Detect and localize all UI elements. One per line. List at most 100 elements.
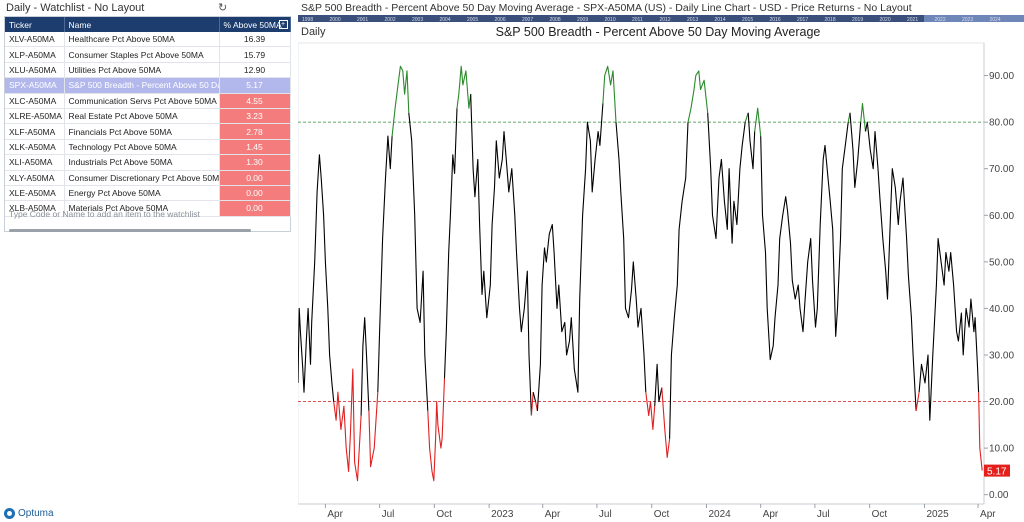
watchlist-cell-ticker: XLB-A50MA xyxy=(5,200,65,217)
watchlist-title-bar: Daily - Watchlist - No Layout ↻ xyxy=(0,0,292,16)
y-tick-label: 40.00 xyxy=(989,304,1014,315)
series-segment xyxy=(391,65,410,137)
x-tick-label: Apr xyxy=(763,509,779,520)
x-tick-label: Apr xyxy=(980,509,996,520)
watchlist-cell-value: 3.23 xyxy=(219,108,291,125)
reference-lines xyxy=(298,121,984,402)
y-tick-label: 90.00 xyxy=(989,71,1014,82)
watchlist-cell-value: 1.45 xyxy=(219,139,291,156)
watchlist-row[interactable]: XLC-A50MA Communication Servs Pct Above 5… xyxy=(5,93,291,109)
series-segment xyxy=(754,107,762,137)
watchlist-cell-name: S&P 500 Breadth - Percent Above 50 Day xyxy=(64,77,220,94)
watchlist-table: Ticker Name % Above 50MA + XLV-A50MA Heal… xyxy=(5,17,291,217)
y-tick-label: 60.00 xyxy=(989,211,1014,222)
watchlist-cell-ticker: XLV-A50MA xyxy=(5,32,65,48)
timeline-year-label: 2020 xyxy=(880,17,891,23)
horizontal-scrollbar[interactable] xyxy=(9,229,251,232)
series-segment xyxy=(864,121,917,411)
series-segment xyxy=(360,317,370,416)
timeline-window[interactable] xyxy=(924,15,1024,22)
series-segment xyxy=(849,112,862,188)
timeline-year-label: 2012 xyxy=(660,17,671,23)
series-segment xyxy=(298,154,335,402)
watchlist-row[interactable]: XLI-A50MA Industrials Pct Above 50MA 1.30 xyxy=(5,154,291,171)
y-tick-label: 0.00 xyxy=(989,490,1009,501)
watchlist-cell-name: Financials Pct Above 50MA xyxy=(64,123,220,140)
watchlist-cell-ticker: XLU-A50MA xyxy=(5,62,65,79)
series-segment xyxy=(661,387,671,458)
watchlist-cell-value: 15.79 xyxy=(219,46,291,63)
y-tick-label: 50.00 xyxy=(989,257,1014,268)
watchlist-row[interactable]: XLRE-A50MA Real Estate Pct Above 50MA 3.23 xyxy=(5,108,291,125)
x-tick-label: Oct xyxy=(654,509,670,520)
watchlist-cell-value: 0.00 xyxy=(219,200,291,217)
series-segment xyxy=(377,135,393,393)
refresh-icon[interactable]: ↻ xyxy=(218,2,228,14)
watchlist-cell-ticker: XLC-A50MA xyxy=(5,93,65,109)
watchlist-cell-value: 1.30 xyxy=(219,154,291,171)
chart-area[interactable]: 1998 2000 2001 2002 2003 2004 2005 2006 2007 2008… xyxy=(298,15,1024,522)
y-axis[interactable]: 0.00 10.00 20.00 30.00 40.00 50.00 60.00 70.00 8… xyxy=(984,71,1014,501)
column-header-value[interactable]: % Above 50MA + xyxy=(219,17,291,32)
watchlist-cell-value: 16.39 xyxy=(219,32,291,48)
x-tick-label: 2025 xyxy=(926,509,949,520)
watchlist-row[interactable]: XLP-A50MA Consumer Staples Pct Above 50MA… xyxy=(5,46,291,63)
chart-title: S&P 500 Breadth - Percent Above 50 Day M… xyxy=(496,25,821,39)
y-tick-label: 10.00 xyxy=(989,444,1014,455)
plot-frame xyxy=(298,42,985,505)
series-segment xyxy=(918,238,980,421)
add-item-hint[interactable]: Type Code or Name to add an item to the … xyxy=(9,209,200,219)
watchlist-row[interactable]: XLV-A50MA Healthcare Pct Above 50MA 16.39 xyxy=(5,32,291,48)
watchlist-cell-value: 2.78 xyxy=(219,123,291,140)
timeline-navigator[interactable]: 1998 2000 2001 2002 2003 2004 2005 2006 2007 2008… xyxy=(298,15,1024,23)
series-segment xyxy=(707,112,746,244)
watchlist-cell-name: Communication Servs Pct Above 50MA xyxy=(64,93,220,109)
watchlist-cell-value: 12.90 xyxy=(219,62,291,79)
series-segment xyxy=(427,378,446,482)
x-tick-label: Jul xyxy=(599,509,612,520)
series-segment xyxy=(860,102,867,132)
timeline-year-label: 2018 xyxy=(825,17,836,23)
watchlist-cell-name: Utilities Pct Above 50MA xyxy=(64,62,220,79)
watchlist-cell-ticker: XLI-A50MA xyxy=(5,154,65,171)
y-tick-label: 20.00 xyxy=(989,397,1014,408)
series-segment xyxy=(747,112,756,170)
watchlist-row[interactable]: XLK-A50MA Technology Pct Above 50MA 1.45 xyxy=(5,139,291,156)
watchlist-row[interactable]: XLU-A50MA Utilities Pct Above 50MA 12.90 xyxy=(5,62,291,79)
watchlist-cell-name: Consumer Discretionary Pct Above 50MA xyxy=(64,170,220,186)
timeline-year-label: 2013 xyxy=(687,17,698,23)
watchlist-cell-ticker: XLY-A50MA xyxy=(5,170,65,186)
timeline-year-label: 2000 xyxy=(330,17,341,23)
series-segment xyxy=(368,392,379,468)
column-header-name[interactable]: Name xyxy=(64,17,220,32)
timeline-year-label: 2005 xyxy=(467,17,478,23)
timeline-year-label: 2016 xyxy=(770,17,781,23)
timeline-year-label: 2017 xyxy=(797,17,808,23)
watchlist-row[interactable]: XLB-A50MA Materials Pct Above 50MA 0.00 xyxy=(5,200,291,217)
timeline-year-label: 2024 xyxy=(990,17,1001,23)
column-header-ticker[interactable]: Ticker xyxy=(5,17,65,32)
y-tick-label: 70.00 xyxy=(989,164,1014,175)
periodicity-label: Daily xyxy=(301,26,326,38)
series-line xyxy=(298,65,983,482)
column-options-icon[interactable]: + xyxy=(278,20,288,29)
timeline-year-label: 2001 xyxy=(357,17,368,23)
series-segment xyxy=(443,108,458,379)
watchlist-cell-value: 0.00 xyxy=(219,170,291,186)
last-value-label: 5.17 xyxy=(987,467,1007,478)
watchlist-cell-name: Technology Pct Above 50MA xyxy=(64,139,220,156)
watchlist-title: Daily - Watchlist - No Layout xyxy=(6,2,145,14)
series-segment xyxy=(536,103,604,411)
watchlist-row[interactable]: XLY-A50MA Consumer Discretionary Pct Abov… xyxy=(5,170,291,186)
timeline-year-label: 2014 xyxy=(715,17,726,23)
watchlist-cell-value: 5.17 xyxy=(219,77,291,94)
x-axis[interactable]: Apr Jul Oct 2023 Apr Jul Oct 2024 Apr Jul Oct 2025 A… xyxy=(324,504,996,520)
series-segment xyxy=(408,112,429,411)
optuma-logo-text: Optuma xyxy=(18,507,54,519)
x-tick-label: 2023 xyxy=(491,509,514,520)
watchlist-row[interactable]: XLF-A50MA Financials Pct Above 50MA 2.78 xyxy=(5,123,291,140)
watchlist-cell-ticker: XLRE-A50MA xyxy=(5,108,65,125)
watchlist-cell-name: Industrials Pct Above 50MA xyxy=(64,154,220,171)
watchlist-row[interactable]: XLE-A50MA Energy Pct Above 50MA 0.00 xyxy=(5,185,291,202)
watchlist-row[interactable]: SPX-A50MA S&P 500 Breadth - Percent Above… xyxy=(5,77,291,94)
